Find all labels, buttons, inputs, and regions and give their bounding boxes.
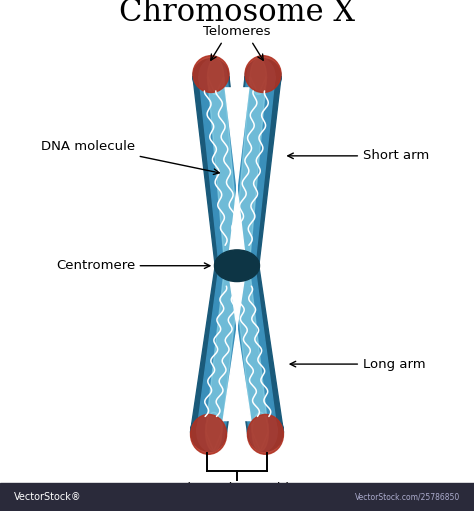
Text: DNA molecule: DNA molecule [41, 141, 135, 153]
Text: VectorStock.com/25786850: VectorStock.com/25786850 [355, 492, 460, 501]
Polygon shape [191, 59, 251, 451]
Text: Sister chromatids: Sister chromatids [179, 482, 295, 495]
Ellipse shape [193, 56, 229, 92]
Polygon shape [227, 59, 277, 451]
Ellipse shape [191, 414, 227, 454]
Polygon shape [233, 59, 268, 451]
Text: Centromere: Centromere [56, 259, 135, 272]
Ellipse shape [214, 250, 260, 282]
Polygon shape [223, 278, 251, 421]
Polygon shape [225, 88, 249, 253]
Polygon shape [223, 59, 283, 451]
Polygon shape [206, 59, 241, 451]
Polygon shape [0, 483, 474, 511]
Ellipse shape [245, 56, 281, 92]
Text: Telomeres: Telomeres [203, 26, 271, 38]
Ellipse shape [247, 414, 283, 454]
Polygon shape [197, 59, 247, 451]
Text: VectorStock®: VectorStock® [14, 492, 82, 502]
Text: Long arm: Long arm [363, 358, 425, 370]
Text: Chromosome X: Chromosome X [119, 0, 355, 28]
Text: Short arm: Short arm [363, 149, 429, 162]
